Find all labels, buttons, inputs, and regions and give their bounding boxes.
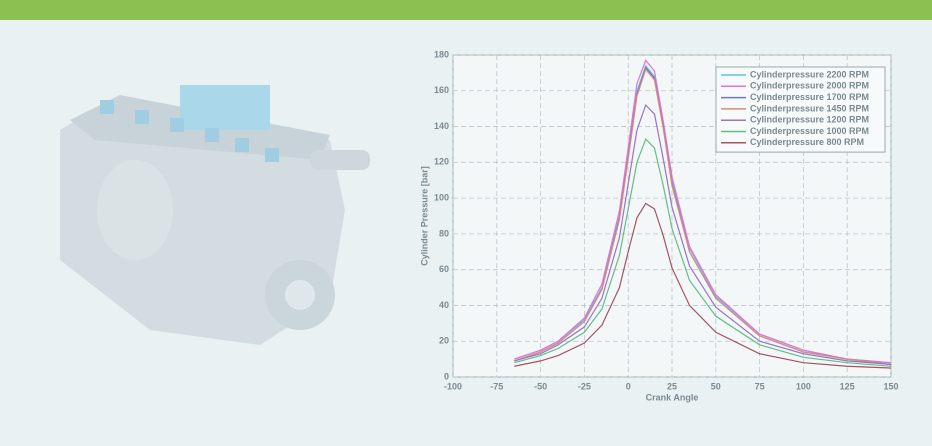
- pipe: [310, 150, 370, 170]
- legend-label: Cylinderpressure 1450 RPM: [750, 103, 869, 113]
- injector: [135, 110, 149, 124]
- y-tick-label: 180: [434, 49, 449, 59]
- x-axis-label: Crank Angle: [646, 392, 699, 402]
- x-tick-label: -25: [578, 381, 591, 391]
- engine-intake: [180, 85, 270, 130]
- injector: [205, 128, 219, 142]
- x-tick-label: 0: [626, 381, 631, 391]
- x-tick-label: -75: [490, 381, 503, 391]
- x-tick-label: 150: [883, 381, 898, 391]
- y-tick-label: 100: [434, 192, 449, 202]
- legend-label: Cylinderpressure 1700 RPM: [750, 92, 869, 102]
- header-bar: [0, 0, 932, 20]
- legend-label: Cylinderpressure 1200 RPM: [750, 115, 869, 125]
- slide: -100 -75 -50 -25 0 25 50 75 100 125 150 0 20 40 60 80 10…: [0, 0, 932, 441]
- pulley-hub: [285, 280, 315, 310]
- x-tick-label: 25: [667, 381, 677, 391]
- y-tick-label: 0: [444, 371, 449, 381]
- page: -100 -75 -50 -25 0 25 50 75 100 125 150 0 20 40 60 80 10…: [0, 0, 932, 441]
- injector: [100, 100, 114, 114]
- legend-label: Cylinderpressure 1000 RPM: [750, 126, 869, 136]
- injector: [170, 118, 184, 132]
- engine-illustration: [60, 85, 370, 345]
- legend-label: Cylinderpressure 800 RPM: [750, 137, 864, 147]
- x-tick-label: 100: [796, 381, 811, 391]
- y-tick-label: 120: [434, 157, 449, 167]
- x-tick-label: 75: [755, 381, 765, 391]
- legend-label: Cylinderpressure 2000 RPM: [750, 81, 869, 91]
- y-tick-label: 40: [439, 300, 449, 310]
- y-tick-label: 80: [439, 228, 449, 238]
- y-tick-label: 140: [434, 121, 449, 131]
- x-tick-label: -50: [534, 381, 547, 391]
- injector: [265, 148, 279, 162]
- y-axis-label: Cylinder Pressure [bar]: [419, 166, 429, 266]
- legend-label: Cylinderpressure 2200 RPM: [750, 69, 869, 79]
- injector: [235, 138, 249, 152]
- y-tick-label: 20: [439, 336, 449, 346]
- y-tick-label: 60: [439, 264, 449, 274]
- y-tick-label: 160: [434, 85, 449, 95]
- x-tick-label: 125: [840, 381, 855, 391]
- turbo: [97, 160, 173, 260]
- x-tick-label: 50: [711, 381, 721, 391]
- x-tick-label: -100: [444, 381, 462, 391]
